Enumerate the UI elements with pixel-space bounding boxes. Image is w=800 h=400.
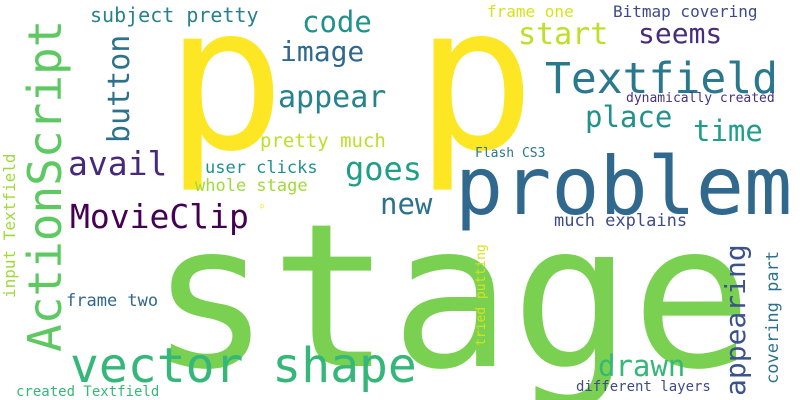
word-much-explains: much explains xyxy=(554,211,688,231)
word-p-left: p xyxy=(165,0,286,196)
word-button: button xyxy=(102,34,137,143)
word-appearing: appearing xyxy=(719,244,752,396)
word-actionscript: ActionScript xyxy=(18,19,72,352)
word-whole-stage: whole stage xyxy=(195,176,308,196)
word-new: new xyxy=(380,187,433,221)
word-movieclip: MovieClip xyxy=(70,197,249,236)
word-seems: seems xyxy=(638,17,723,50)
word-pretty-much: pretty much xyxy=(260,130,386,152)
word-drawn: drawn xyxy=(598,349,686,383)
word-place: place xyxy=(585,100,673,134)
word-p-right: p xyxy=(415,0,536,196)
word-problem: problem xyxy=(455,140,793,233)
word-dynamically-created: dynamically created xyxy=(626,91,775,106)
word-textfield: Textfield xyxy=(545,54,778,104)
word-image: image xyxy=(280,35,365,68)
word-code: code xyxy=(302,5,372,39)
word-user-clicks: user clicks xyxy=(205,158,318,178)
word-avail: avail xyxy=(68,144,168,183)
word-frame-one: frame one xyxy=(487,2,574,21)
word-goes: goes xyxy=(345,150,423,188)
word-start: start xyxy=(518,17,609,52)
word-tried-putting: tried putting xyxy=(474,244,489,346)
word-covering-part: covering part xyxy=(763,250,783,384)
word-flash-cs3: Flash CS3 xyxy=(475,146,546,161)
word-frame-two: frame two xyxy=(66,291,159,311)
word-vector-shape: vector shape xyxy=(70,338,417,394)
word-created-textfield: created Textfield xyxy=(16,384,160,400)
word-time: time xyxy=(693,114,763,148)
word-bitmap-covering: Bitmap covering xyxy=(613,2,758,21)
word-appear: appear xyxy=(278,80,387,115)
word-different-layers: different layers xyxy=(576,379,711,395)
word-stage: stage xyxy=(150,181,753,400)
word-subject-pretty: subject pretty xyxy=(90,3,259,27)
word-p-small: p xyxy=(260,202,265,210)
word-input-textfield: input Textfield xyxy=(0,153,19,299)
